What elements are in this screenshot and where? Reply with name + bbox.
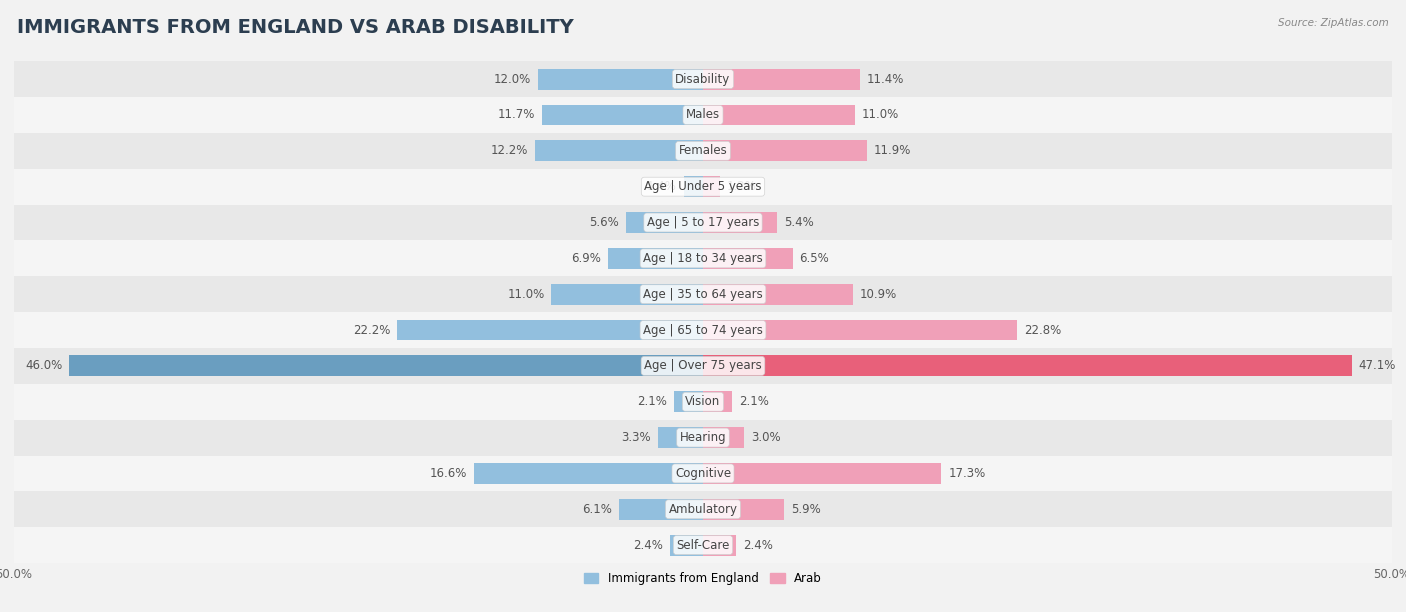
Text: 5.9%: 5.9% — [792, 503, 821, 516]
Text: 6.9%: 6.9% — [571, 252, 600, 265]
Bar — [673, 391, 703, 412]
Text: 6.1%: 6.1% — [582, 503, 612, 516]
Text: 16.6%: 16.6% — [430, 467, 467, 480]
Bar — [14, 384, 1392, 420]
Bar — [703, 176, 720, 197]
Text: 12.0%: 12.0% — [494, 73, 531, 86]
Bar — [703, 356, 1353, 376]
Bar — [14, 97, 1392, 133]
Bar — [14, 455, 1392, 491]
Text: Age | 35 to 64 years: Age | 35 to 64 years — [643, 288, 763, 300]
Bar — [703, 319, 1017, 340]
Bar — [14, 312, 1392, 348]
Text: 6.5%: 6.5% — [800, 252, 830, 265]
Text: Source: ZipAtlas.com: Source: ZipAtlas.com — [1278, 18, 1389, 28]
Text: 11.4%: 11.4% — [868, 73, 904, 86]
Bar — [703, 248, 793, 269]
Text: Females: Females — [679, 144, 727, 157]
Text: 46.0%: 46.0% — [25, 359, 62, 372]
Text: Hearing: Hearing — [679, 431, 727, 444]
Text: 17.3%: 17.3% — [948, 467, 986, 480]
Bar — [703, 284, 853, 305]
Text: Age | Over 75 years: Age | Over 75 years — [644, 359, 762, 372]
Bar — [703, 499, 785, 520]
Bar — [14, 241, 1392, 276]
Bar — [703, 535, 737, 556]
Bar — [703, 69, 860, 89]
Bar — [14, 491, 1392, 527]
Text: Age | 18 to 34 years: Age | 18 to 34 years — [643, 252, 763, 265]
Bar — [14, 276, 1392, 312]
Text: Age | 65 to 74 years: Age | 65 to 74 years — [643, 324, 763, 337]
Legend: Immigrants from England, Arab: Immigrants from England, Arab — [579, 567, 827, 590]
Bar — [607, 248, 703, 269]
Text: 2.4%: 2.4% — [633, 539, 664, 551]
Bar — [669, 535, 703, 556]
Text: IMMIGRANTS FROM ENGLAND VS ARAB DISABILITY: IMMIGRANTS FROM ENGLAND VS ARAB DISABILI… — [17, 18, 574, 37]
Bar — [541, 105, 703, 125]
Text: 47.1%: 47.1% — [1358, 359, 1396, 372]
Text: 22.2%: 22.2% — [353, 324, 391, 337]
Text: 11.9%: 11.9% — [875, 144, 911, 157]
Text: 2.4%: 2.4% — [742, 539, 773, 551]
Bar — [703, 427, 744, 448]
Bar — [703, 212, 778, 233]
Text: 2.1%: 2.1% — [738, 395, 769, 408]
Bar — [703, 140, 868, 161]
Bar — [658, 427, 703, 448]
Bar — [14, 420, 1392, 455]
Text: 1.2%: 1.2% — [727, 180, 756, 193]
Bar — [626, 212, 703, 233]
Bar — [683, 176, 703, 197]
Bar — [14, 133, 1392, 169]
Text: 12.2%: 12.2% — [491, 144, 529, 157]
Bar — [551, 284, 703, 305]
Bar — [14, 204, 1392, 241]
Bar — [537, 69, 703, 89]
Text: 5.6%: 5.6% — [589, 216, 619, 229]
Text: Vision: Vision — [685, 395, 721, 408]
Text: Age | 5 to 17 years: Age | 5 to 17 years — [647, 216, 759, 229]
Text: 11.0%: 11.0% — [508, 288, 544, 300]
Text: Males: Males — [686, 108, 720, 121]
Text: 5.4%: 5.4% — [785, 216, 814, 229]
Bar — [14, 348, 1392, 384]
Text: Ambulatory: Ambulatory — [668, 503, 738, 516]
Text: Disability: Disability — [675, 73, 731, 86]
Text: Age | Under 5 years: Age | Under 5 years — [644, 180, 762, 193]
Text: Self-Care: Self-Care — [676, 539, 730, 551]
Text: 11.7%: 11.7% — [498, 108, 534, 121]
Text: 3.3%: 3.3% — [621, 431, 651, 444]
Bar — [703, 105, 855, 125]
Bar — [619, 499, 703, 520]
Bar — [703, 391, 733, 412]
Text: Cognitive: Cognitive — [675, 467, 731, 480]
Bar — [703, 463, 942, 484]
Text: 11.0%: 11.0% — [862, 108, 898, 121]
Text: 1.4%: 1.4% — [647, 180, 676, 193]
Bar — [14, 527, 1392, 563]
Bar — [396, 319, 703, 340]
Bar — [14, 61, 1392, 97]
Bar — [14, 169, 1392, 204]
Text: 2.1%: 2.1% — [637, 395, 668, 408]
Bar — [69, 356, 703, 376]
Text: 22.8%: 22.8% — [1024, 324, 1062, 337]
Text: 3.0%: 3.0% — [751, 431, 780, 444]
Bar — [474, 463, 703, 484]
Bar — [534, 140, 703, 161]
Text: 10.9%: 10.9% — [860, 288, 897, 300]
